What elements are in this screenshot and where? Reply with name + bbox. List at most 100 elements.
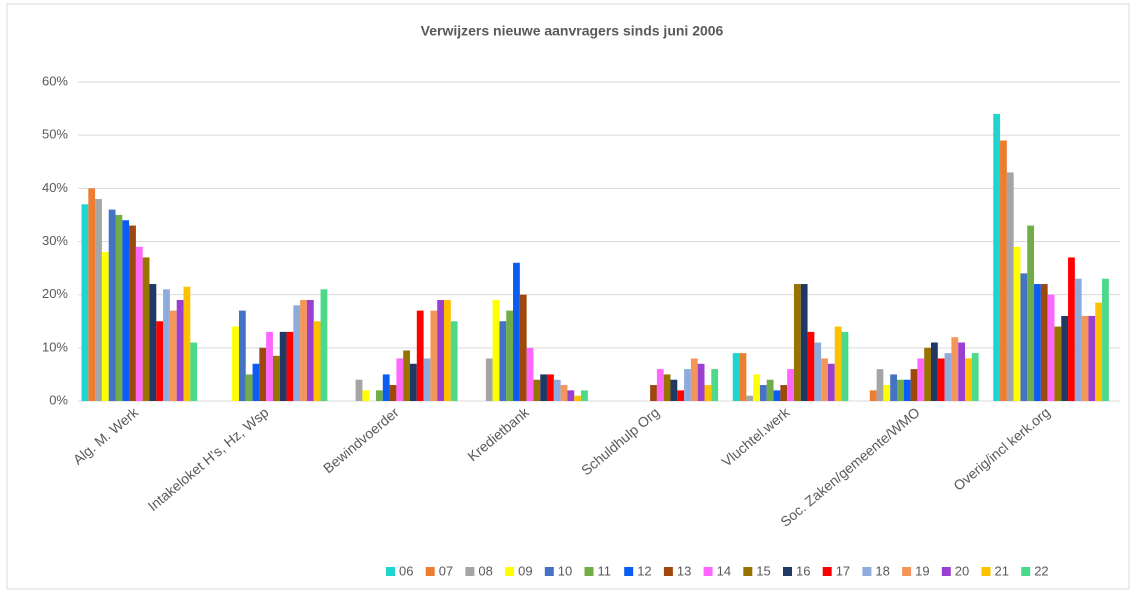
bar <box>279 331 287 401</box>
bar <box>937 358 945 401</box>
y-tick-label: 50% <box>42 127 68 142</box>
bar <box>1027 225 1035 401</box>
legend-swatch <box>386 567 395 576</box>
bar <box>389 385 397 401</box>
bar <box>807 331 815 401</box>
bar <box>993 113 1001 402</box>
bar <box>444 299 451 401</box>
bar <box>450 321 458 401</box>
bar <box>238 310 246 401</box>
bar <box>183 286 191 401</box>
y-tick-label: 30% <box>42 233 68 248</box>
bar <box>711 369 719 401</box>
bar <box>232 326 239 401</box>
legend-label: 10 <box>558 563 572 578</box>
bar <box>814 342 822 401</box>
bar <box>156 321 164 401</box>
bar <box>313 321 321 401</box>
bar <box>176 299 184 401</box>
bar <box>547 374 554 401</box>
bar <box>142 257 150 401</box>
bar <box>883 385 891 401</box>
bar <box>746 395 754 401</box>
legend-label: 13 <box>677 563 691 578</box>
bar <box>800 284 808 401</box>
bar <box>95 198 102 401</box>
bar <box>821 358 828 401</box>
bar <box>362 390 370 401</box>
y-tick-label: 60% <box>42 73 68 88</box>
legend-label: 11 <box>598 563 612 578</box>
bar <box>81 204 89 401</box>
bar <box>485 358 493 401</box>
legend-swatch <box>822 567 832 576</box>
bar <box>869 390 877 401</box>
legend-label: 22 <box>1034 563 1048 578</box>
bar <box>1013 246 1021 401</box>
bar <box>890 374 897 401</box>
chart-title: Verwijzers nieuwe aanvragers sinds juni … <box>421 23 724 39</box>
bar <box>272 355 280 401</box>
bar <box>396 358 404 401</box>
bar <box>519 294 527 401</box>
bar <box>924 347 931 401</box>
bar <box>492 299 500 401</box>
legend-swatch <box>425 567 435 576</box>
y-tick-label: 20% <box>42 286 68 301</box>
bar <box>1034 284 1041 401</box>
y-tick-label: 10% <box>42 339 68 354</box>
bar <box>766 379 774 401</box>
bar <box>115 214 123 401</box>
legend-swatch <box>862 567 872 576</box>
bar <box>1081 315 1089 401</box>
bar <box>129 225 136 401</box>
bar <box>1095 302 1103 401</box>
bar <box>1061 315 1069 401</box>
legend-swatch <box>703 567 713 576</box>
bar <box>1068 257 1075 401</box>
bar <box>663 374 671 401</box>
legend-swatch <box>505 567 515 576</box>
bar <box>169 310 177 401</box>
bar <box>656 369 664 401</box>
legend-label: 06 <box>399 563 413 578</box>
bar <box>876 369 884 401</box>
legend-label: 17 <box>836 563 850 578</box>
bar <box>897 379 904 401</box>
legend-swatch <box>584 567 594 576</box>
legend-swatch <box>743 567 753 576</box>
legend-swatch <box>544 567 554 576</box>
bar <box>917 358 925 401</box>
bar <box>306 299 314 401</box>
bar <box>259 347 267 401</box>
legend-swatch <box>663 567 673 576</box>
bar <box>834 326 842 401</box>
bar <box>122 220 130 401</box>
bar <box>553 379 561 401</box>
legend-label: 21 <box>995 563 1009 578</box>
bar <box>841 331 849 401</box>
legend-label: 08 <box>478 563 492 578</box>
bar <box>88 188 96 401</box>
bar <box>931 342 938 401</box>
bar <box>533 379 541 401</box>
bar <box>732 353 740 401</box>
bar <box>1020 273 1028 401</box>
bar <box>739 353 747 401</box>
bar <box>101 252 109 401</box>
bar <box>293 305 301 401</box>
bar <box>684 369 691 401</box>
legend-label: 16 <box>796 563 810 578</box>
bar <box>697 363 705 401</box>
legend-label: 15 <box>756 563 770 578</box>
bar <box>581 390 588 401</box>
legend-label: 14 <box>717 563 731 578</box>
legend-swatch <box>902 567 912 576</box>
legend-swatch <box>465 567 475 576</box>
bar <box>526 347 534 401</box>
bar <box>108 209 116 401</box>
bar <box>670 379 678 401</box>
bar <box>958 342 965 401</box>
